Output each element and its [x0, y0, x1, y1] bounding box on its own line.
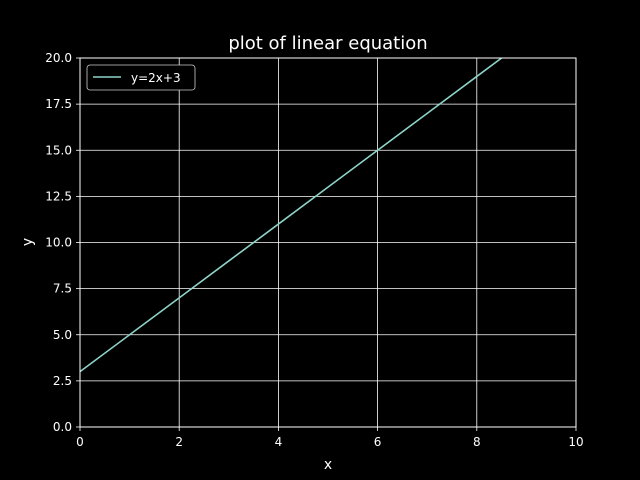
y-tick-label: 5.0 — [53, 328, 72, 342]
series-group — [79, 57, 503, 373]
y-tick-label: 7.5 — [53, 282, 72, 296]
x-axis-ticks: 0 2 4 6 8 10 — [76, 427, 584, 449]
series-line — [79, 57, 503, 373]
y-tick-label: 15.0 — [45, 143, 72, 157]
y-tick-label: 20.0 — [45, 51, 72, 65]
y-axis-label: y — [20, 238, 36, 246]
y-tick-label: 17.5 — [45, 97, 72, 111]
y-tick-label: 10.0 — [45, 236, 72, 250]
x-tick-label: 2 — [175, 435, 183, 449]
x-tick-label: 0 — [76, 435, 84, 449]
legend-label: y=2x+3 — [131, 71, 181, 85]
x-tick-label: 10 — [568, 435, 583, 449]
legend: y=2x+3 — [86, 64, 196, 91]
y-tick-label: 12.5 — [45, 189, 72, 203]
chart-title: plot of linear equation — [228, 33, 427, 54]
x-tick-label: 6 — [374, 435, 382, 449]
y-tick-label: 0.0 — [53, 420, 72, 434]
y-tick-label: 2.5 — [53, 374, 72, 388]
x-axis-label: x — [324, 457, 332, 473]
y-axis-ticks: 0.0 2.5 5.0 7.5 10.0 12.5 15.0 17.5 20.0 — [45, 51, 80, 434]
x-tick-label: 8 — [473, 435, 481, 449]
legend-box — [86, 64, 196, 91]
x-tick-label: 4 — [275, 435, 283, 449]
